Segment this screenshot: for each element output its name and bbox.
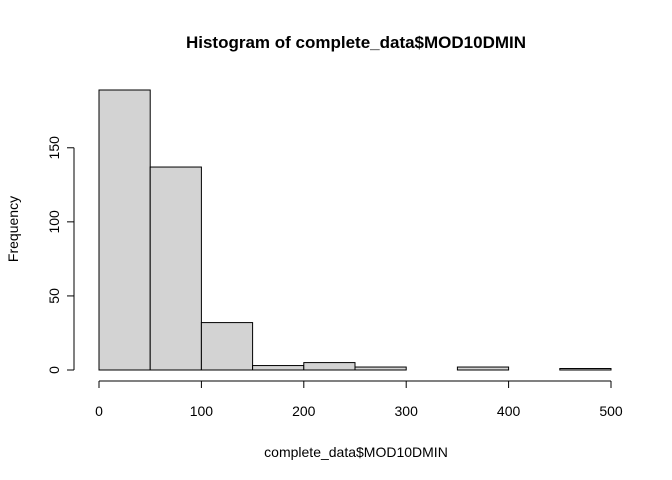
x-axis: 0 100 200 300 400 500 bbox=[95, 380, 623, 419]
histogram-bar-7 bbox=[456, 366, 510, 371]
x-tick-label-1: 100 bbox=[190, 403, 214, 419]
histogram-bar-0 bbox=[98, 89, 151, 371]
y-tick-label-3: 150 bbox=[46, 136, 62, 160]
x-tick-label-4: 400 bbox=[497, 403, 521, 419]
x-tick-label-3: 300 bbox=[395, 403, 419, 419]
y-axis: 0 50 100 150 bbox=[46, 136, 75, 374]
histogram-bar-1 bbox=[149, 166, 202, 371]
chart-title: Histogram of complete_data$MOD10DMIN bbox=[186, 33, 526, 52]
histogram-bar-9 bbox=[559, 368, 612, 371]
x-axis-label: complete_data$MOD10DMIN bbox=[264, 444, 448, 460]
y-axis-label: Frequency bbox=[5, 196, 21, 262]
y-tick-label-1: 50 bbox=[46, 288, 62, 304]
x-tick-label-5: 500 bbox=[599, 403, 623, 419]
x-tick-label-0: 0 bbox=[95, 403, 103, 419]
histogram-bar-3 bbox=[252, 365, 305, 371]
histogram-bar-4 bbox=[303, 362, 356, 371]
y-tick-label-2: 100 bbox=[46, 210, 62, 234]
histogram-bar-2 bbox=[200, 322, 254, 371]
histogram-bar-5 bbox=[354, 366, 407, 371]
bars-group bbox=[98, 89, 612, 371]
x-tick-label-2: 200 bbox=[292, 403, 316, 419]
y-tick-label-0: 0 bbox=[46, 366, 62, 374]
